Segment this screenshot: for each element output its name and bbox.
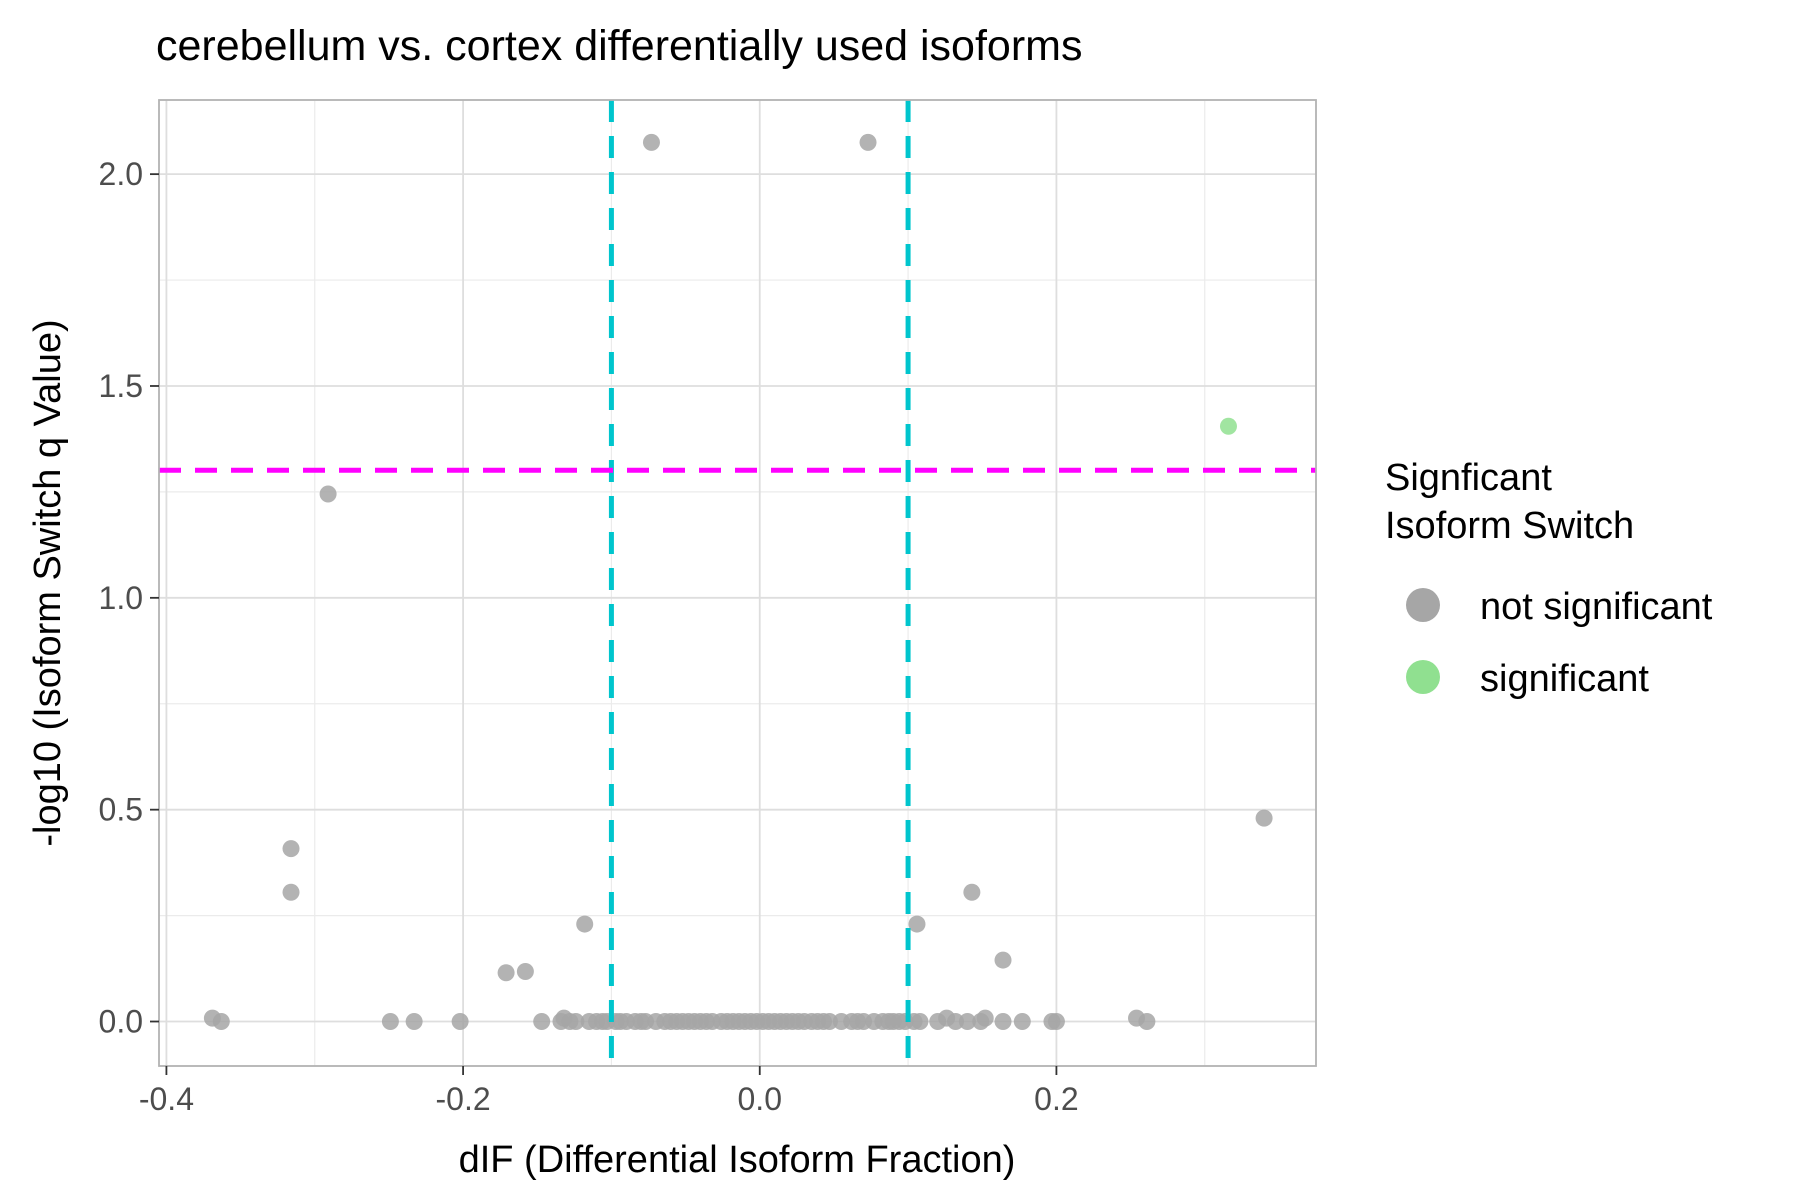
legend-title-line-2: Isoform Switch: [1385, 505, 1634, 547]
y-tick-label: 2.0: [99, 156, 143, 192]
legend-entry-not-significant: not significant: [1406, 586, 1713, 628]
not-significant-point: [319, 485, 337, 503]
not-significant-point: [576, 915, 594, 933]
reference-lines: [159, 100, 1316, 1066]
x-axis-ticks: -0.4 -0.2 0.0 0.2: [139, 1066, 1079, 1117]
y-axis-title: -log10 (Isoform Switch q Value): [27, 319, 69, 846]
y-tick-label: 1.5: [99, 368, 143, 404]
y-axis-ticks: 0.0 0.5 1.0 1.5 2.0: [99, 156, 159, 1040]
not-significant-point: [1138, 1013, 1156, 1031]
not-significant-point: [1047, 1013, 1065, 1031]
not-significant-point: [1013, 1013, 1031, 1031]
not-significant-point: [282, 883, 300, 901]
legend: Signficant Isoform Switch not significan…: [1385, 457, 1713, 700]
y-tick-label: 0.0: [99, 1004, 143, 1040]
significant-point: [1219, 417, 1237, 435]
x-tick-label: -0.4: [139, 1081, 194, 1117]
not-significant-point: [451, 1013, 469, 1031]
legend-key-significant: [1406, 660, 1440, 694]
plot-border: [158, 99, 1317, 1067]
plot-panel: [158, 99, 1317, 1067]
x-tick-label: 0.2: [1034, 1081, 1078, 1117]
not-significant-point: [282, 840, 300, 858]
not-significant-point: [405, 1013, 423, 1031]
y-tick-label: 1.0: [99, 580, 143, 616]
not-significant-point: [994, 951, 1012, 969]
data-points: [203, 133, 1273, 1031]
legend-entry-significant: significant: [1406, 658, 1649, 700]
not-significant-point: [958, 1013, 976, 1031]
not-significant-point: [1255, 809, 1273, 827]
legend-title-line-1: Signficant: [1385, 457, 1552, 499]
y-tick-label: 0.5: [99, 792, 143, 828]
x-tick-label: 0.0: [738, 1081, 782, 1117]
not-significant-point: [963, 883, 981, 901]
not-significant-point: [497, 964, 515, 982]
not-significant-point: [859, 133, 877, 151]
plot-background: [159, 100, 1316, 1066]
not-significant-point: [820, 1013, 838, 1031]
legend-label-not-significant: not significant: [1480, 586, 1713, 628]
not-significant-point: [908, 915, 926, 933]
legend-label-significant: significant: [1480, 658, 1649, 700]
not-significant-point: [381, 1013, 399, 1031]
not-significant-point: [947, 1013, 965, 1031]
x-axis-title: dIF (Differential Isoform Fraction): [459, 1139, 1016, 1181]
legend-key-not-significant: [1406, 588, 1440, 622]
not-significant-point: [976, 1009, 994, 1027]
not-significant-point: [212, 1013, 230, 1031]
not-significant-point: [911, 1013, 929, 1031]
not-significant-point: [533, 1013, 551, 1031]
x-tick-label: -0.2: [436, 1081, 491, 1117]
not-significant-point: [567, 1013, 585, 1031]
chart-title: cerebellum vs. cortex differentially use…: [156, 22, 1082, 70]
not-significant-point: [994, 1013, 1012, 1031]
not-significant-point: [516, 963, 534, 981]
not-significant-point: [642, 133, 660, 151]
